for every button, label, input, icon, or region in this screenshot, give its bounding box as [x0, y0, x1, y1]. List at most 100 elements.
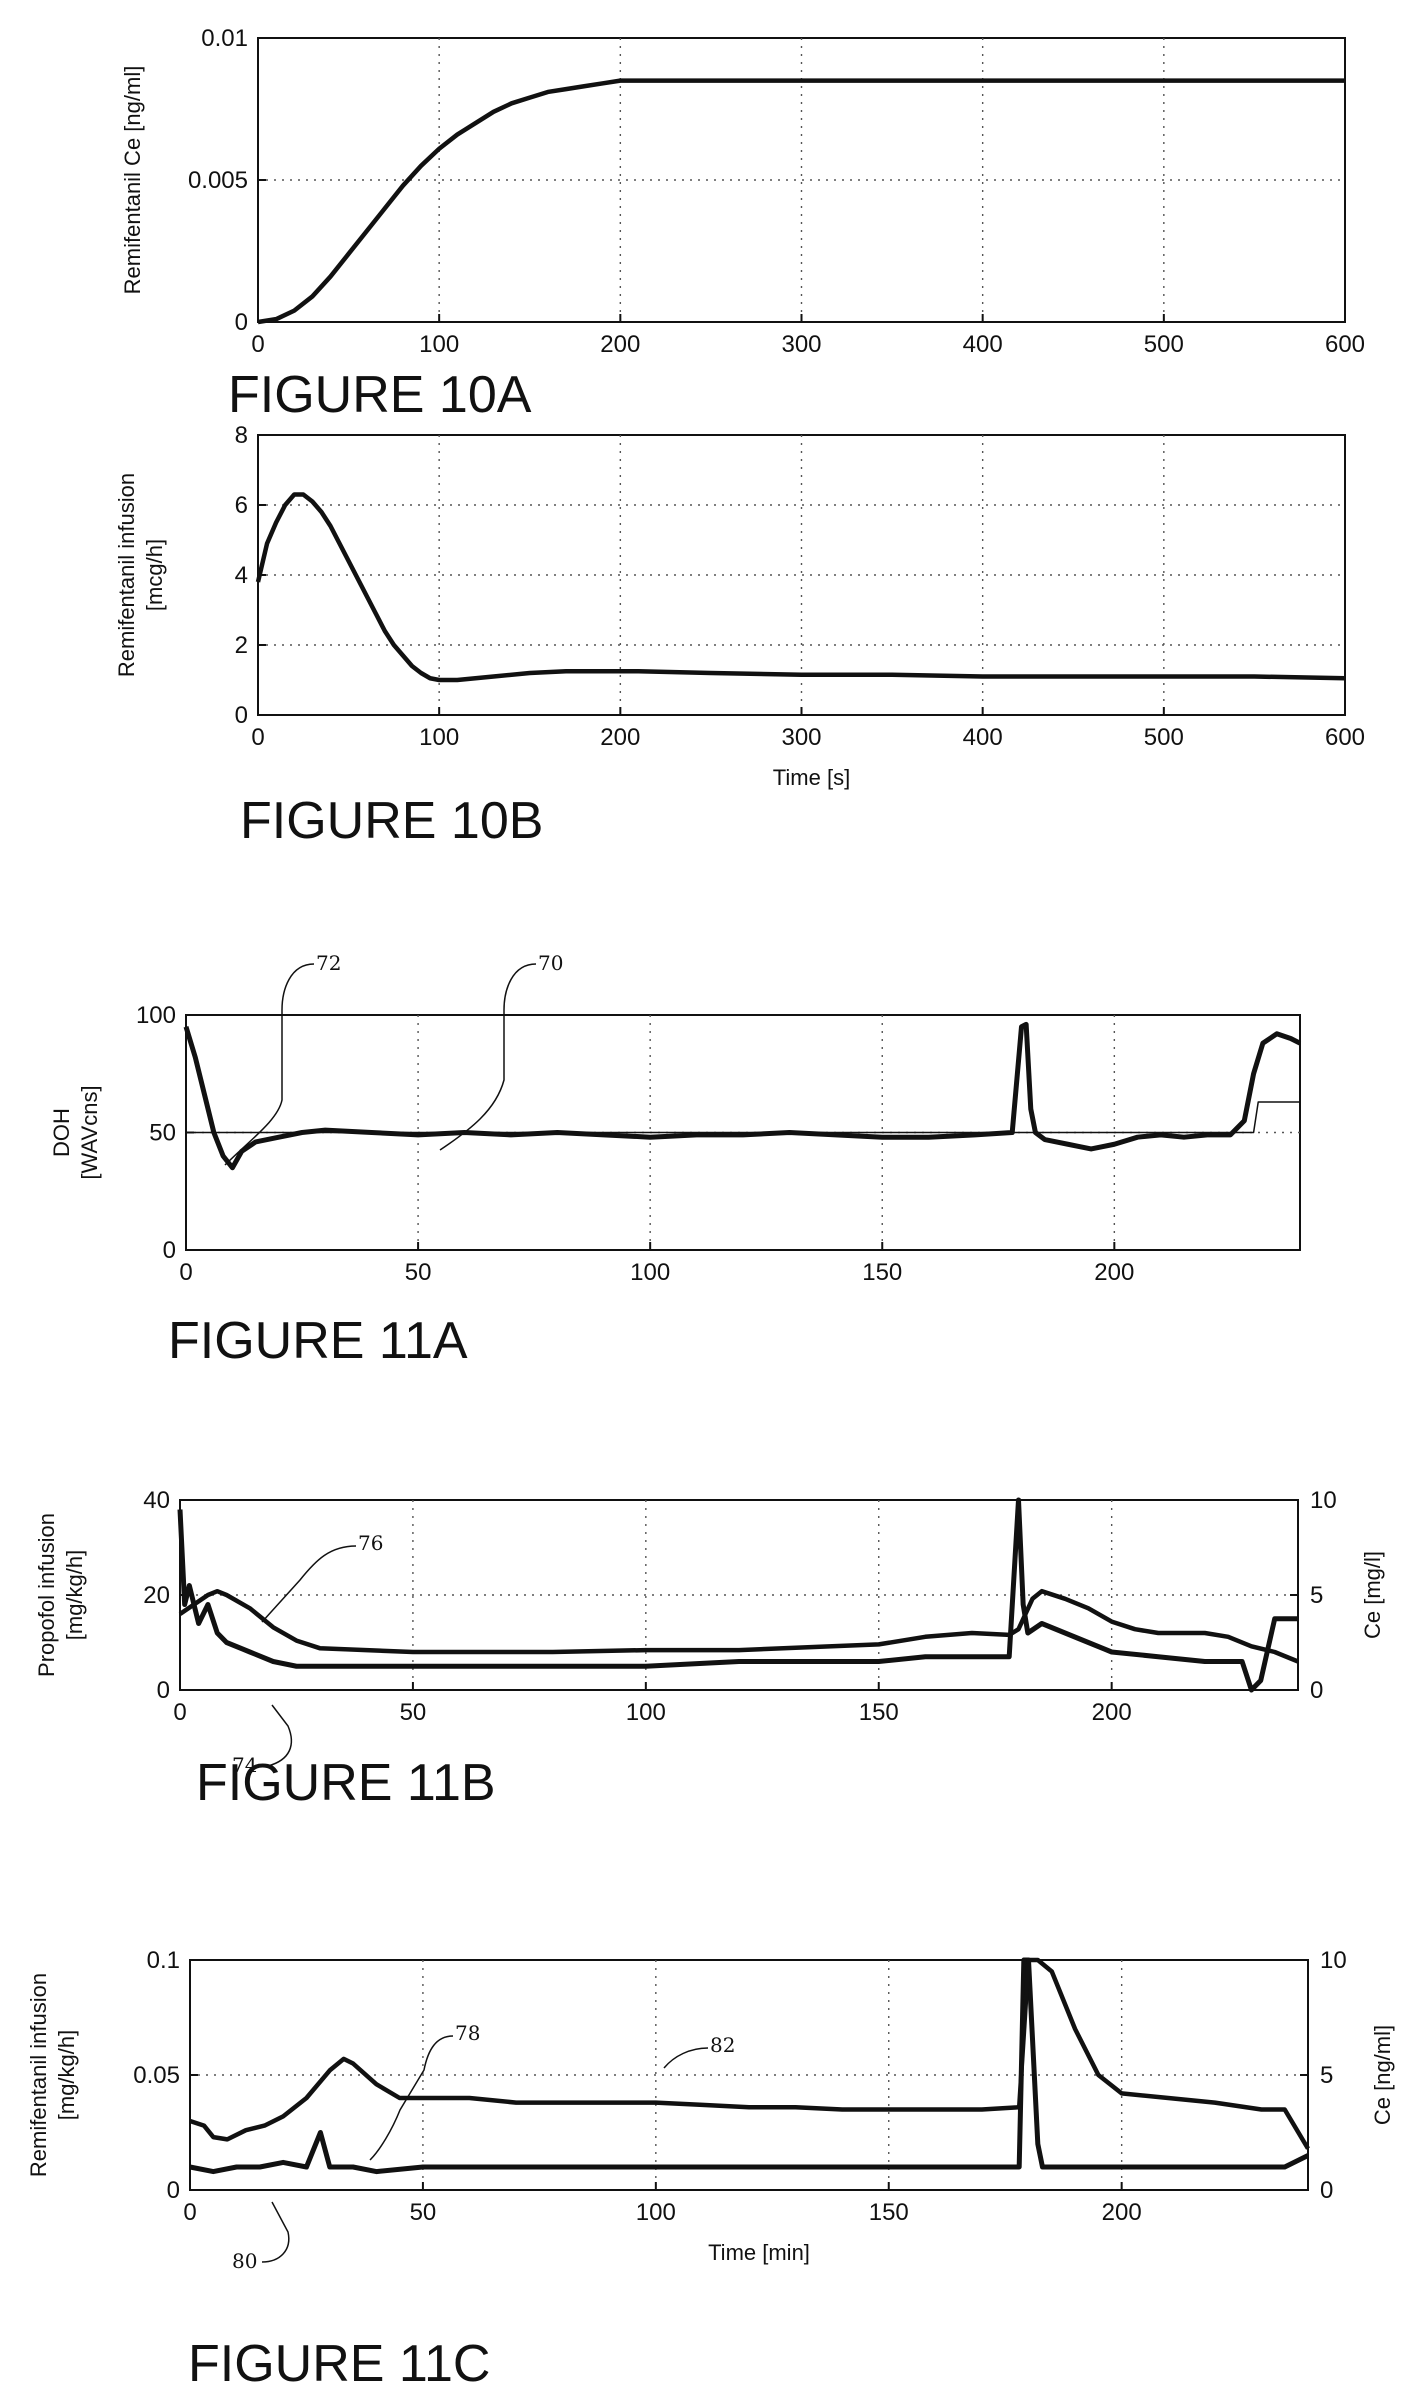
- y-tick-label: 0.005: [188, 167, 248, 194]
- x-tick-label: 400: [963, 724, 1003, 751]
- x-tick-label: 200: [1092, 1699, 1132, 1726]
- series-line-1: [177, 1497, 1298, 1693]
- y-tick-label: 8: [235, 422, 248, 449]
- y2-tick-label: 0: [1310, 1677, 1323, 1704]
- y-tick-label: 6: [235, 492, 248, 519]
- x-tick-label: 200: [1094, 1259, 1134, 1286]
- x-tick-label: 100: [636, 2199, 676, 2226]
- x-tick-label: 600: [1325, 724, 1365, 751]
- y-tick-label: 0.05: [133, 2062, 180, 2089]
- series-line-1: [189, 1957, 1310, 2175]
- chart-2: 0 100 200 300 400 500 600 0 2 4 6 8 Remifentanil inf…: [114, 422, 1365, 850]
- figure-label: FIGURE 10B: [240, 792, 543, 850]
- leader-line: [261, 1545, 357, 1623]
- annotation-label: 72: [316, 951, 341, 975]
- annotation-70: 70: [439, 951, 563, 1151]
- annotation-label: 78: [455, 2021, 480, 2045]
- x-tick-label: 50: [405, 1259, 432, 1286]
- leader-line: [663, 2047, 709, 2069]
- x-axis-label: Time [min]: [708, 2240, 810, 2265]
- x-tick-label: 300: [781, 724, 821, 751]
- y2-axis-label: Ce [ng/ml]: [1370, 2025, 1395, 2125]
- y-tick-label: 0: [167, 2177, 180, 2204]
- annotation-80: 80: [232, 2201, 290, 2273]
- figure-label: FIGURE 11A: [168, 1312, 468, 1370]
- x-tick-label: 0: [179, 1259, 192, 1286]
- y-axis-label: Remifentanil Ce [ng/ml]: [120, 66, 145, 295]
- y-axis-label: Remifentanil infusion [mcg/h]: [114, 473, 167, 677]
- x-axis-label: Time [s]: [773, 765, 850, 790]
- y-tick-label: 100: [136, 1002, 176, 1029]
- y2-tick-label: 10: [1310, 1487, 1337, 1514]
- annotation-label: 82: [710, 2033, 735, 2057]
- figure-label: FIGURE 10A: [228, 366, 532, 424]
- chart-4: 0 50 100 150 200 0 20 40 0 5 10 Ce [mg/l] Propofol i…: [34, 1487, 1385, 1812]
- annotation-label: 80: [232, 2249, 257, 2273]
- x-tick-label: 200: [600, 724, 640, 751]
- y2-tick-label: 5: [1320, 2062, 1333, 2089]
- x-tick-label: 100: [626, 1699, 666, 1726]
- annotation-74: 74: [232, 1704, 293, 1777]
- x-tick-label: 500: [1144, 724, 1184, 751]
- chart-3: 0 50 100 150 200 0 50 100 DOH [WAVcns] FIGURE 11A: [49, 1002, 1302, 1370]
- y-tick-label: 20: [143, 1582, 170, 1609]
- y-axis-label: Propofol infusion [mg/kg/h]: [34, 1513, 87, 1677]
- series-line-1: [257, 78, 1345, 325]
- annotation-label: 70: [538, 951, 563, 975]
- y-axis-label: DOH [WAVcns]: [49, 1085, 102, 1179]
- y-tick-label: 0: [235, 702, 248, 729]
- leader-line: [261, 2201, 290, 2263]
- y-tick-label: 40: [143, 1487, 170, 1514]
- x-tick-label: 100: [630, 1259, 670, 1286]
- x-tick-label: 0: [173, 1699, 186, 1726]
- y-axis-label: Remifentanil infusion [mg/kg/h]: [26, 1973, 79, 2177]
- y-tick-label: 0.01: [201, 25, 248, 52]
- series-line-1: [183, 1021, 1302, 1171]
- x-tick-label: 100: [419, 331, 459, 358]
- x-tick-label: 50: [400, 1699, 427, 1726]
- leader-line: [369, 2035, 454, 2161]
- leader-line: [439, 963, 537, 1151]
- x-tick-label: 0: [183, 2199, 196, 2226]
- annotation-72: 72: [224, 951, 341, 1166]
- x-tick-label: 150: [869, 2199, 909, 2226]
- leader-line: [267, 1704, 293, 1767]
- y-tick-label: 0: [235, 309, 248, 336]
- x-tick-label: 150: [862, 1259, 902, 1286]
- y-tick-label: 50: [149, 1120, 176, 1147]
- chart-1: 0 100 200 300 400 500 600 0 0.005 0.01 Remifentani…: [120, 25, 1365, 424]
- x-tick-label: 0: [251, 331, 264, 358]
- chart-5: 0 50 100 150 200 0 0.05 0.1 0 5 10 Ce [ng/ml] Remife…: [26, 1947, 1395, 2393]
- annotation-label: 76: [358, 1531, 383, 1555]
- x-tick-label: 200: [1102, 2199, 1142, 2226]
- x-tick-label: 300: [781, 331, 821, 358]
- y-tick-label: 0: [157, 1677, 170, 1704]
- series-line-2: [189, 1957, 1310, 2150]
- plot-frame: [189, 1959, 1309, 2191]
- y2-tick-label: 10: [1320, 1947, 1347, 1974]
- series-line-2: [186, 1101, 1300, 1134]
- x-tick-label: 500: [1144, 331, 1184, 358]
- figure-label: FIGURE 11C: [188, 2335, 490, 2393]
- annotation-78: 78: [369, 2021, 480, 2161]
- x-tick-label: 100: [419, 724, 459, 751]
- x-tick-label: 600: [1325, 331, 1365, 358]
- x-tick-label: 200: [600, 331, 640, 358]
- y-tick-label: 4: [235, 562, 248, 589]
- leader-line: [224, 963, 315, 1166]
- series-line-2: [178, 1588, 1299, 1664]
- x-tick-label: 0: [251, 724, 264, 751]
- y2-axis-label: Ce [mg/l]: [1360, 1551, 1385, 1639]
- y-tick-label: 2: [235, 632, 248, 659]
- y2-tick-label: 0: [1320, 2177, 1333, 2204]
- annotation-label: 74: [232, 1753, 257, 1777]
- annotation-76: 76: [261, 1531, 383, 1623]
- annotation-82: 82: [663, 2033, 735, 2069]
- x-tick-label: 150: [859, 1699, 899, 1726]
- x-tick-label: 400: [963, 331, 1003, 358]
- y-tick-label: 0: [163, 1237, 176, 1264]
- y2-tick-label: 5: [1310, 1582, 1323, 1609]
- series-line-1: [255, 492, 1346, 683]
- y-tick-label: 0.1: [147, 1947, 180, 1974]
